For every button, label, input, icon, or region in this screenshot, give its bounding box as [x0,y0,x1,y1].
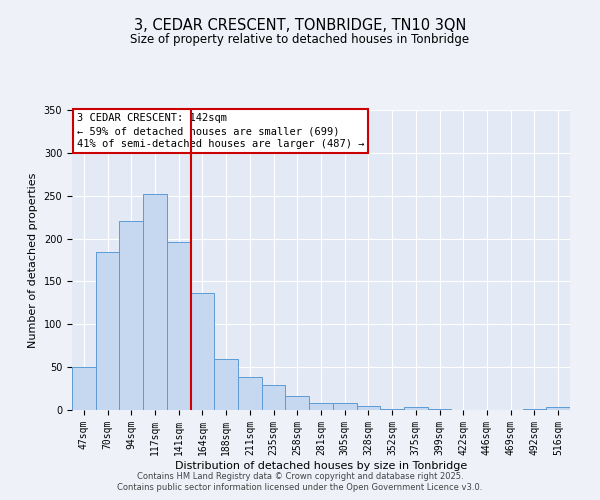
Text: Contains HM Land Registry data © Crown copyright and database right 2025.: Contains HM Land Registry data © Crown c… [137,472,463,481]
Bar [356,406,380,410]
Bar [167,242,191,410]
Bar [96,252,119,410]
Text: Size of property relative to detached houses in Tonbridge: Size of property relative to detached ho… [130,32,470,46]
Bar [309,403,333,410]
Y-axis label: Number of detached properties: Number of detached properties [28,172,38,348]
Text: 3, CEDAR CRESCENT, TONBRIDGE, TN10 3QN: 3, CEDAR CRESCENT, TONBRIDGE, TN10 3QN [134,18,466,32]
Bar [546,406,570,410]
Bar [523,409,546,410]
Bar [286,396,309,410]
Bar [428,409,451,410]
Bar [380,409,404,410]
Text: 3 CEDAR CRESCENT: 142sqm
← 59% of detached houses are smaller (699)
41% of semi-: 3 CEDAR CRESCENT: 142sqm ← 59% of detach… [77,113,364,150]
X-axis label: Distribution of detached houses by size in Tonbridge: Distribution of detached houses by size … [175,460,467,470]
Bar [262,385,286,410]
Bar [143,194,167,410]
Bar [119,222,143,410]
Bar [191,294,214,410]
Bar [404,408,428,410]
Bar [238,376,262,410]
Text: Contains public sector information licensed under the Open Government Licence v3: Contains public sector information licen… [118,484,482,492]
Bar [214,360,238,410]
Bar [72,367,96,410]
Bar [333,403,356,410]
